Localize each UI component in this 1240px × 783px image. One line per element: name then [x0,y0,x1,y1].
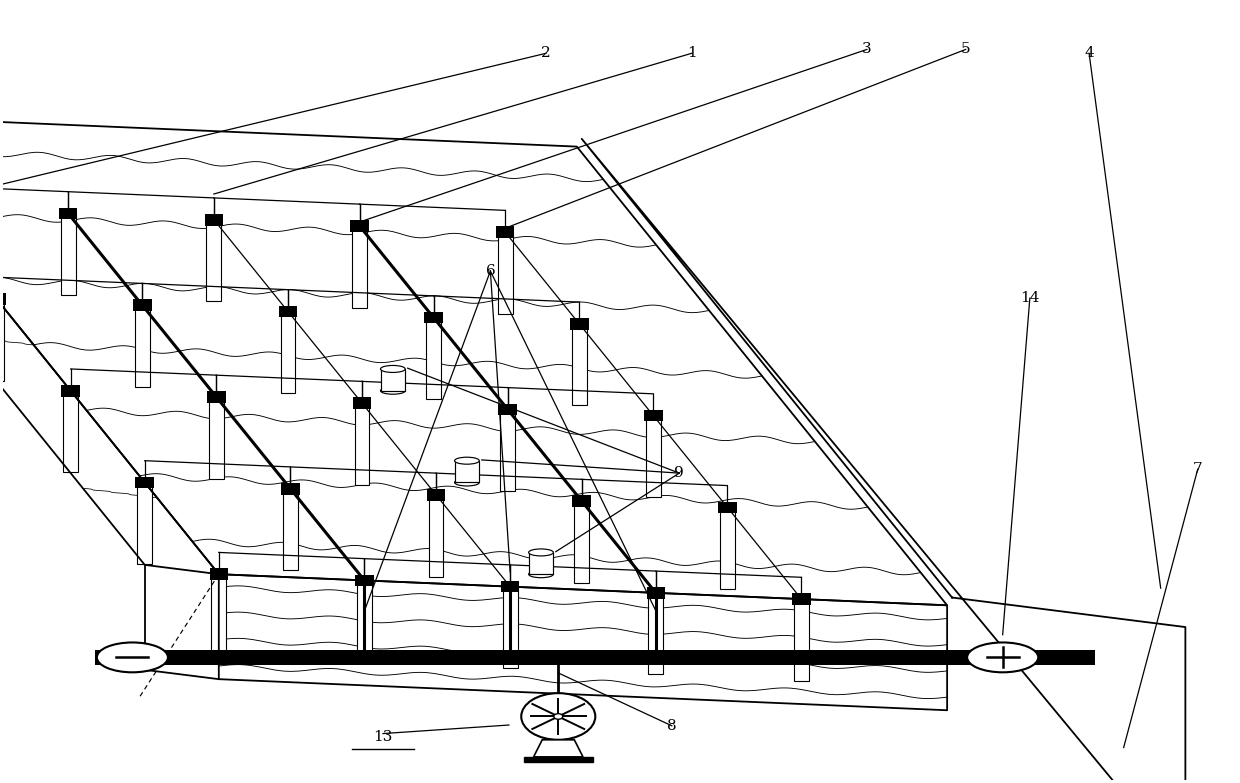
Ellipse shape [967,643,1038,673]
Bar [60,207,77,219]
Polygon shape [218,574,947,710]
Bar [211,574,226,656]
Bar [61,214,76,295]
Bar [95,650,1095,666]
Text: 8: 8 [667,719,677,733]
Bar [427,318,441,399]
Bar [570,318,589,330]
Bar [138,482,153,564]
Bar [205,214,223,226]
Bar [381,369,405,391]
Text: 2: 2 [541,46,551,60]
Ellipse shape [381,388,405,394]
Ellipse shape [381,366,405,373]
Bar [135,305,150,387]
Bar [720,507,735,589]
Bar [133,299,151,311]
Polygon shape [0,106,218,574]
Bar [573,496,591,507]
Bar [794,599,808,680]
Bar [424,312,443,323]
Bar [572,324,587,406]
Text: 5: 5 [961,42,971,56]
Ellipse shape [455,457,480,464]
Text: 7: 7 [1193,462,1203,476]
Bar [210,568,228,580]
Polygon shape [533,740,583,757]
Text: 3: 3 [862,42,872,56]
Bar [279,305,298,317]
Circle shape [554,713,563,720]
Bar [207,220,221,301]
Bar [429,495,444,576]
Text: 6: 6 [486,264,495,278]
Bar [63,391,78,472]
Ellipse shape [455,479,480,486]
Bar [62,385,79,396]
Bar [283,489,298,570]
Text: 13: 13 [373,731,393,745]
Bar [523,757,593,763]
Bar [496,226,515,238]
Bar [574,501,589,583]
Bar [135,477,154,489]
Bar [355,575,373,586]
Bar [280,312,295,393]
Bar [281,483,300,495]
Bar [357,580,372,662]
Bar [0,299,4,381]
Bar [498,403,517,415]
Bar [497,232,512,314]
Bar [0,293,6,305]
Bar [646,587,665,599]
Bar [427,489,445,501]
Bar [352,226,367,308]
Bar [500,410,515,491]
Bar [350,220,368,232]
Bar [502,586,517,668]
Polygon shape [582,139,1185,783]
Bar [455,460,480,482]
Bar [352,397,371,409]
Bar [646,416,661,497]
Text: 14: 14 [1021,291,1039,305]
Bar [649,593,663,674]
Ellipse shape [528,549,553,556]
Polygon shape [145,565,218,679]
Bar [207,392,226,402]
Bar [792,594,811,605]
Text: 9: 9 [675,466,684,480]
Ellipse shape [528,571,553,578]
Bar [501,581,520,593]
Circle shape [521,693,595,740]
Ellipse shape [97,643,167,673]
Bar [644,410,662,421]
Bar [718,501,737,513]
Bar [528,553,553,574]
Bar [355,403,370,485]
Text: 1: 1 [687,46,697,60]
Bar [208,397,223,478]
Polygon shape [0,116,947,605]
Text: 4: 4 [1084,46,1094,60]
